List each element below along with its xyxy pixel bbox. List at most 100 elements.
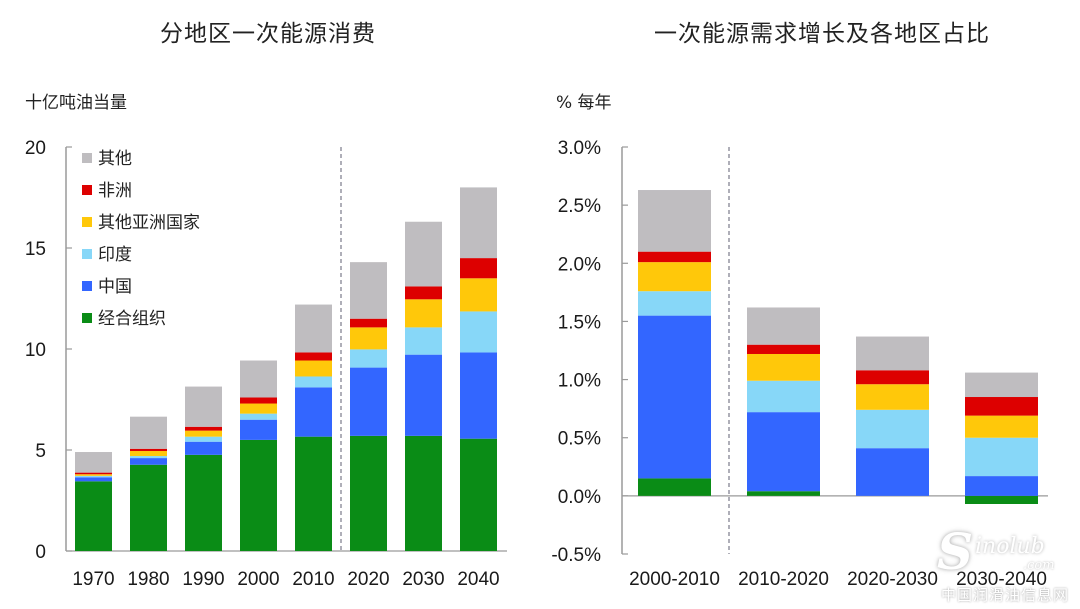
bar-segment-oecd bbox=[405, 435, 442, 551]
bar-segment-china bbox=[350, 367, 387, 436]
legend-label: 其他 bbox=[98, 149, 132, 169]
x-tick-label: 2000 bbox=[237, 569, 279, 590]
bar-segment-other-asia bbox=[747, 353, 820, 381]
x-tick-label: 1980 bbox=[127, 569, 169, 590]
legend-label: 非洲 bbox=[98, 181, 132, 201]
bar-segment-china bbox=[747, 412, 820, 492]
bar-segment-oecd bbox=[240, 439, 277, 551]
bar-segment-china bbox=[460, 352, 497, 439]
bar-segment-india bbox=[130, 456, 167, 459]
bar-segment-other bbox=[405, 221, 442, 287]
bar-segment-other-asia bbox=[240, 403, 277, 414]
bar-segment-china bbox=[130, 458, 167, 465]
legend-swatch-other bbox=[82, 153, 92, 163]
legend-label: 中国 bbox=[98, 277, 132, 297]
bar-segment-china bbox=[185, 441, 222, 455]
bar-segment-oecd bbox=[295, 436, 332, 551]
right-chart-title: 一次能源需求增长及各地区占比 bbox=[654, 21, 990, 47]
x-tick-label: 2020-2030 bbox=[847, 569, 938, 590]
bar-segment-africa bbox=[295, 352, 332, 361]
bar-segment-other bbox=[747, 307, 820, 345]
bar-segment-other-asia bbox=[460, 278, 497, 312]
bar-segment-other-asia bbox=[965, 415, 1038, 438]
bar-segment-other bbox=[638, 190, 711, 252]
bar-segment-other-asia bbox=[856, 384, 929, 410]
x-tick-label: 2020 bbox=[347, 569, 389, 590]
bar-segment-india bbox=[965, 437, 1038, 477]
bar-segment-india bbox=[856, 409, 929, 449]
x-tick-label: 2030 bbox=[402, 569, 444, 590]
x-tick-label: 1990 bbox=[182, 569, 224, 590]
bar-segment-china bbox=[405, 354, 442, 436]
bar-segment-other bbox=[350, 262, 387, 319]
right-y-axis-label: % 每年 bbox=[556, 93, 612, 113]
y-tick-label: 10 bbox=[25, 340, 46, 361]
bar-segment-other bbox=[460, 187, 497, 259]
x-tick-label: 2010-2020 bbox=[738, 569, 829, 590]
bar-segment-china bbox=[638, 315, 711, 479]
bar-segment-other bbox=[185, 386, 222, 427]
bar-segment-africa bbox=[638, 251, 711, 263]
bar-segment-china bbox=[75, 477, 112, 482]
legend-label: 印度 bbox=[98, 245, 132, 265]
bar-segment-other bbox=[295, 304, 332, 353]
bar-segment-other-asia bbox=[350, 327, 387, 350]
left-chart: 0 5 10 15 20 1970 1980 1990 2000 2010 2020 2030 2040 bbox=[25, 138, 507, 590]
bar-segment-china bbox=[856, 448, 929, 496]
legend-swatch-other-asia bbox=[82, 217, 92, 227]
bar-segment-africa bbox=[185, 426, 222, 431]
bar-segment-other-asia bbox=[185, 430, 222, 437]
y-tick-label: -0.5% bbox=[551, 545, 601, 566]
bar-segment-china bbox=[965, 476, 1038, 496]
bar-segment-africa bbox=[460, 258, 497, 279]
x-tick-label: 2000-2010 bbox=[629, 569, 720, 590]
bar-segment-africa bbox=[405, 286, 442, 300]
y-tick-label: 3.0% bbox=[558, 138, 601, 159]
bar-segment-india bbox=[240, 413, 277, 420]
bar-segment-oecd bbox=[747, 491, 820, 496]
y-tick-label: 0.0% bbox=[558, 487, 601, 508]
legend-swatch-oecd bbox=[82, 313, 92, 323]
bar-segment-india bbox=[75, 475, 112, 478]
bar-segment-other bbox=[965, 372, 1038, 398]
legend-label: 其他亚洲国家 bbox=[98, 213, 200, 233]
x-tick-label: 1970 bbox=[72, 569, 114, 590]
bar-segment-china bbox=[295, 387, 332, 437]
bar-segment-other bbox=[856, 336, 929, 371]
bar-segment-india bbox=[638, 291, 711, 316]
bar-segment-india bbox=[747, 380, 820, 413]
left-y-axis-label: 十亿吨油当量 bbox=[25, 93, 127, 113]
bar-segment-africa bbox=[240, 397, 277, 404]
y-tick-label: 0.5% bbox=[558, 429, 601, 450]
right-chart: -0.5% 0.0% 0.5% 1.0% 1.5% 2.0% 2.5% 3.0% 2000-20… bbox=[551, 138, 1048, 590]
y-tick-label: 5 bbox=[35, 441, 46, 462]
y-tick-label: 20 bbox=[25, 138, 46, 159]
y-tick-label: 1.0% bbox=[558, 371, 601, 392]
legend-swatch-africa bbox=[82, 185, 92, 195]
bar-segment-other-asia bbox=[295, 360, 332, 377]
bar-segment-india bbox=[185, 436, 222, 442]
bar-segment-other-asia bbox=[75, 474, 112, 476]
x-tick-label: 2030-2040 bbox=[956, 569, 1047, 590]
bar-segment-oecd bbox=[460, 438, 497, 551]
bar-segment-africa bbox=[965, 397, 1038, 416]
left-chart-title: 分地区一次能源消费 bbox=[160, 21, 376, 47]
bar-segment-oecd bbox=[185, 454, 222, 551]
bar-segment-africa bbox=[747, 344, 820, 354]
y-tick-label: 0 bbox=[35, 542, 46, 563]
bar-segment-other bbox=[240, 360, 277, 398]
bar-segment-india bbox=[405, 327, 442, 355]
bar-segment-other-asia bbox=[638, 262, 711, 292]
bar-segment-oecd bbox=[638, 478, 711, 496]
legend-label: 经合组织 bbox=[98, 309, 166, 329]
bar-segment-africa bbox=[350, 318, 387, 328]
y-tick-label: 2.5% bbox=[558, 196, 601, 217]
x-tick-label: 2040 bbox=[457, 569, 499, 590]
bar-segment-other bbox=[75, 452, 112, 473]
y-tick-label: 1.5% bbox=[558, 312, 601, 333]
legend-swatch-china bbox=[82, 281, 92, 291]
bar-segment-africa bbox=[130, 448, 167, 452]
bar-segment-oecd bbox=[965, 495, 1038, 504]
